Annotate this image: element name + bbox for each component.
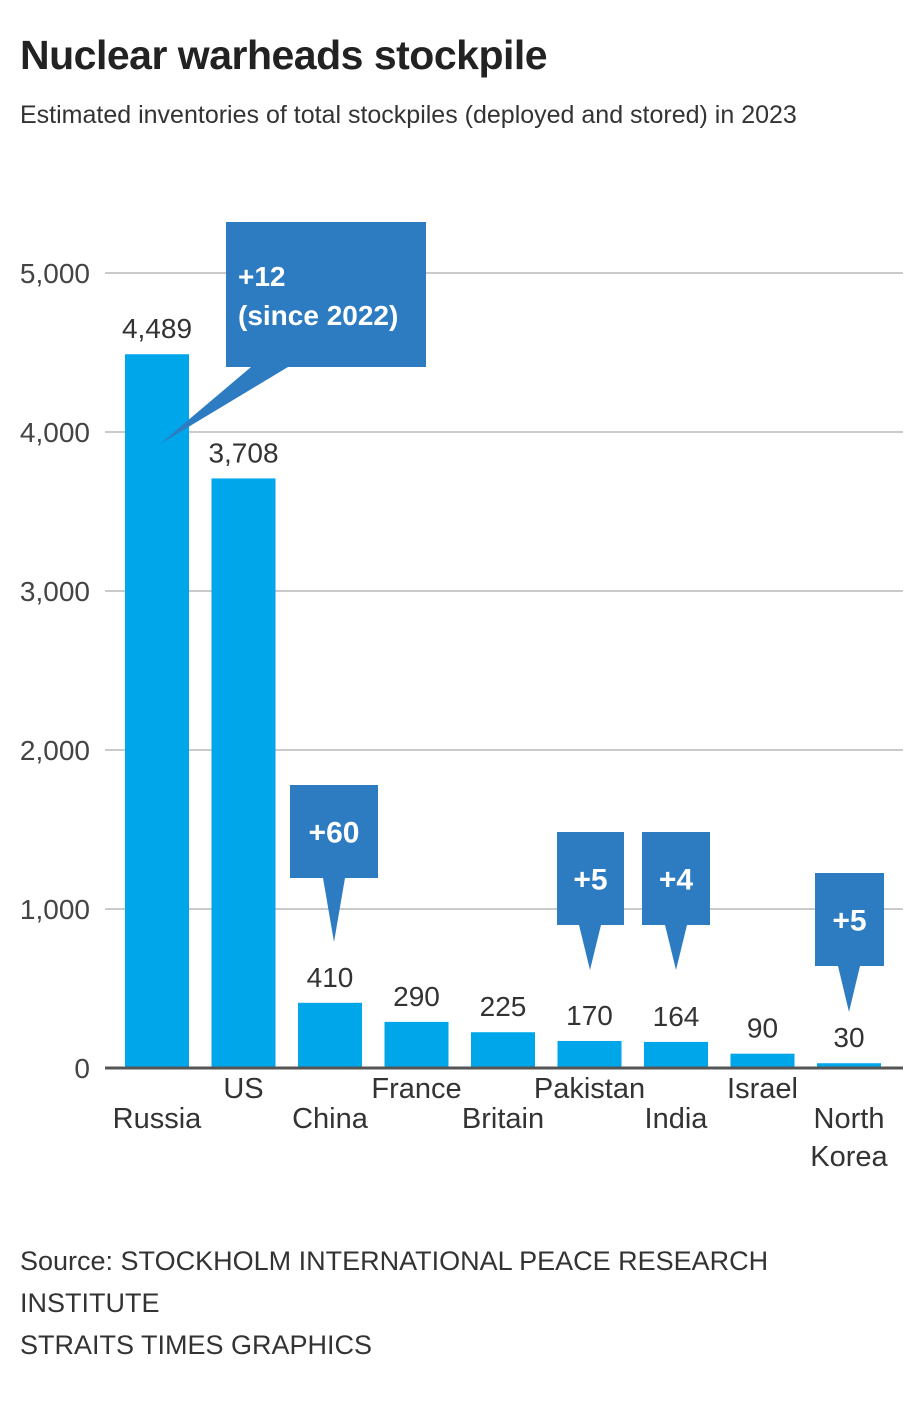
y-tick-label: 4,000 [20,417,90,448]
callout-text: +5 [573,864,607,897]
bar-india [644,1041,708,1068]
value-label: 225 [480,991,527,1022]
category-label: US [223,1073,263,1105]
y-tick-label: 5,000 [20,258,90,289]
callout-text: +4 [659,864,694,897]
value-label: 4,489 [122,313,192,344]
callout-pointer-pakistan [579,925,601,970]
callout-box-north-korea [815,873,884,966]
category-label: Pakistan [534,1073,645,1105]
bar-china [298,1002,362,1068]
category-label: China [292,1103,369,1135]
y-tick-label: 2,000 [20,735,90,766]
value-label: 3,708 [208,437,278,468]
y-tick-label: 0 [74,1053,90,1084]
callout-pointer-india [665,925,687,970]
value-label: 90 [747,1013,778,1044]
bar-israel [730,1053,795,1068]
category-label: Britain [462,1103,544,1135]
value-label: 290 [393,981,440,1012]
value-label: 170 [566,1000,613,1031]
callout-box-india [642,832,710,925]
bar-france [384,1021,449,1068]
source-line-2: INSTITUTE [20,1288,160,1318]
bar-us [211,478,276,1069]
callout-pointer-north-korea [838,966,860,1012]
value-label: 164 [653,1001,700,1032]
callout-text: +60 [309,817,360,850]
category-label: Russia [113,1103,203,1135]
bar-russia [125,354,189,1068]
source-line-1: Source: STOCKHOLM INTERNATIONAL PEACE RE… [20,1246,769,1276]
callout-pointer-china [323,878,345,942]
callout-pointer-russia [160,367,288,444]
callout-box-pakistan [557,832,624,925]
callout-box-china [290,785,378,878]
y-tick-label: 3,000 [20,576,90,607]
bar-pakistan [557,1040,622,1068]
y-tick-label: 1,000 [20,894,90,925]
source-note: Source: STOCKHOLM INTERNATIONAL PEACE RE… [20,1240,900,1366]
callout-text-note: (since 2022) [238,300,398,331]
chart-title: Nuclear warheads stockpile [20,32,548,78]
callout-box-russia [226,222,426,367]
bar-britain [471,1032,535,1068]
callout-text: +5 [832,905,866,938]
source-line-3: STRAITS TIMES GRAPHICS [20,1330,373,1360]
category-label: India [645,1103,709,1135]
callout-text: +12 [238,261,286,292]
category-label: Israel [727,1073,798,1105]
bar-north-korea [817,1063,881,1068]
chart-subtitle: Estimated inventories of total stockpile… [20,101,797,129]
bar-chart: 0 1,000 2,000 3,000 4,000 5,000 4,489 3,708 410 2… [20,222,903,1173]
category-label: France [371,1073,461,1105]
category-label-north: North [814,1103,885,1135]
value-label: 30 [833,1022,864,1053]
value-label: 410 [307,962,354,993]
category-label-korea: Korea [810,1141,888,1173]
